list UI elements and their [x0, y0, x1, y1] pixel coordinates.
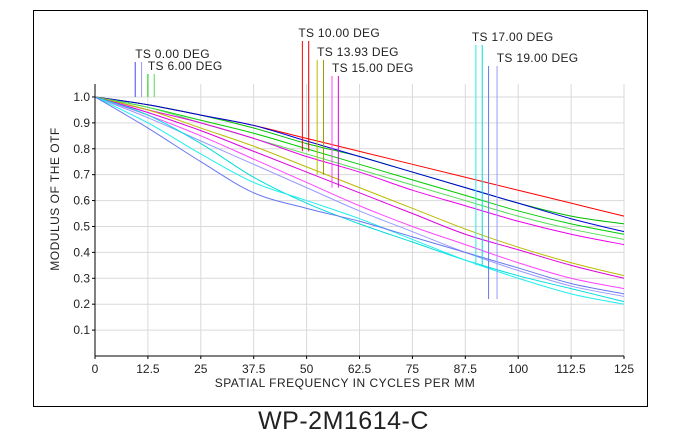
x-tick-label-9: 112.5	[557, 362, 586, 376]
axes: 0 12.5 25 37.5 50 62.5 75 87.5 100 112.5 125 0.1 0.2…	[73, 84, 634, 376]
field-label-4: TS 15.00 DEG	[332, 61, 414, 75]
model-name: WP-2M1614-C	[258, 407, 429, 435]
field-label-5: TS 17.00 DEG	[472, 30, 554, 44]
series-line-5	[94, 96, 625, 246]
x-tick-label-6: 75	[406, 362, 420, 376]
field-label-2: TS 10.00 DEG	[298, 26, 380, 40]
x-axis-label: SPATIAL FREQUENCY IN CYCLES PER MM	[215, 376, 476, 390]
y-tick-label-9: 1.0	[73, 90, 90, 104]
field-label-3: TS 13.93 DEG	[317, 45, 399, 59]
series-line-4	[94, 96, 625, 240]
x-tick-label-8: 100	[508, 362, 528, 376]
field-markers	[134, 41, 498, 300]
series-line-3	[94, 96, 625, 235]
field-label-0: TS 0.00 DEG	[135, 47, 210, 61]
x-tick-label-4: 50	[300, 362, 314, 376]
series-line-10	[94, 96, 625, 303]
x-tick-label-2: 25	[194, 362, 208, 376]
y-tick-label-0: 0.1	[73, 323, 90, 337]
y-tick-label-6: 0.7	[73, 168, 90, 182]
y-tick-label-7: 0.8	[73, 142, 90, 156]
series-line-2	[94, 96, 625, 233]
field-label-6: TS 19.00 DEG	[497, 51, 579, 65]
y-tick-label-5: 0.6	[73, 194, 90, 208]
y-tick-label-1: 0.2	[73, 297, 90, 311]
series-line-12	[94, 96, 625, 295]
series-line-6	[94, 96, 625, 277]
mtf-chart: 0 12.5 25 37.5 50 62.5 75 87.5 100 112.5 125 0.1 0.2…	[48, 26, 634, 390]
x-tick-label-3: 37.5	[242, 362, 266, 376]
series-lines	[94, 96, 625, 305]
x-tick-label-5: 62.5	[348, 362, 372, 376]
y-tick-label-8: 0.9	[73, 116, 90, 130]
series-line-7	[94, 96, 625, 279]
y-tick-label-3: 0.4	[73, 245, 90, 259]
chart-frame: 0 12.5 25 37.5 50 62.5 75 87.5 100 112.5 125 0.1 0.2…	[33, 10, 648, 407]
series-line-11	[94, 96, 625, 305]
field-label-1: TS 6.00 DEG	[148, 59, 223, 73]
y-tick-label-4: 0.5	[73, 219, 90, 233]
x-tick-label-7: 87.5	[454, 362, 478, 376]
axis-labels: SPATIAL FREQUENCY IN CYCLES PER MM MODUL…	[48, 127, 475, 390]
x-tick-label-1: 12.5	[136, 362, 160, 376]
series-line-8	[94, 96, 625, 290]
x-tick-label-0: 0	[92, 362, 99, 376]
y-axis-label: MODULUS OF THE OTF	[48, 127, 62, 270]
y-tick-label-2: 0.3	[73, 271, 90, 285]
x-tick-label-10: 125	[614, 362, 634, 376]
